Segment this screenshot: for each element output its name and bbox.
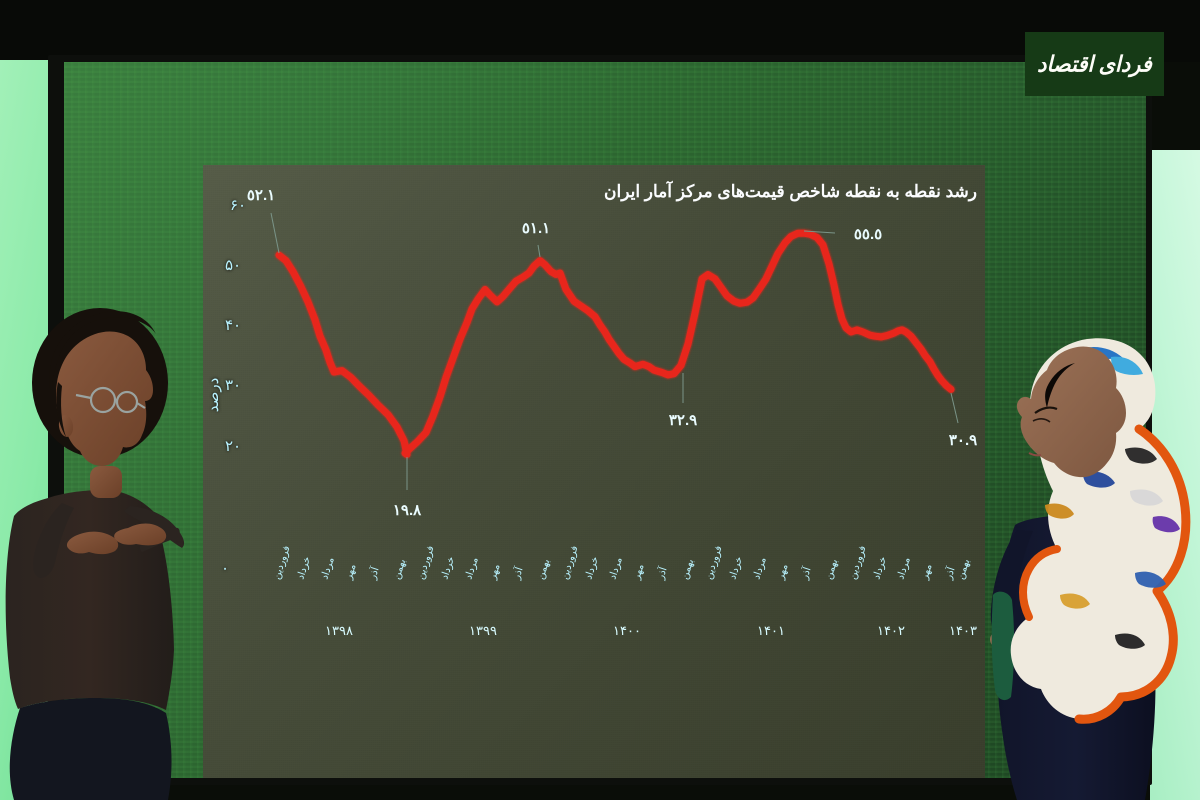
svg-text:فروردین: فروردین [415,544,436,581]
svg-text:آذر: آذر [797,564,814,582]
svg-text:٣٠.٩: ٣٠.٩ [949,432,977,449]
svg-text:۴۰: ۴۰ [225,317,241,334]
svg-text:بهمن: بهمن [955,558,972,581]
svg-text:مرداد: مرداد [751,556,768,581]
svg-text:رشد نقطه به نقطه شاخص قیمت‌های: رشد نقطه به نقطه شاخص قیمت‌های مرکز آمار… [604,180,977,202]
svg-text:فروردین: فروردین [271,544,292,581]
svg-text:۱۴۰۲: ۱۴۰۲ [877,623,905,638]
svg-text:۱۴۰۰: ۱۴۰۰ [613,623,641,638]
svg-text:مرداد: مرداد [895,556,912,581]
svg-text:خرداد: خرداد [727,555,745,581]
svg-text:آذر: آذر [653,564,670,582]
svg-text:مهر: مهر [919,563,935,582]
svg-text:۱۳۹۹: ۱۳۹۹ [469,623,497,638]
svg-text:فروردین: فروردین [559,544,580,581]
svg-text:٣٢.٩: ٣٢.٩ [669,412,697,429]
svg-text:۳۰: ۳۰ [225,377,241,394]
svg-text:۱۴۰۱: ۱۴۰۱ [757,623,785,638]
svg-text:آذر: آذر [941,564,958,582]
svg-text:۰: ۰ [221,560,229,577]
svg-text:بهمن: بهمن [391,558,408,581]
svg-text:فروردین: فروردین [703,544,724,581]
svg-text:۶۰: ۶۰ [230,197,246,214]
svg-text:۵۰: ۵۰ [225,257,241,274]
svg-text:فروردین: فروردین [847,544,868,581]
svg-text:۱۳۹۸: ۱۳۹۸ [325,623,353,638]
svg-text:١٩.٨: ١٩.٨ [393,502,422,519]
svg-text:درصد: درصد [205,378,222,413]
svg-text:خرداد: خرداد [871,555,889,581]
svg-text:خرداد: خرداد [583,555,601,581]
svg-text:۲۰: ۲۰ [225,438,241,455]
svg-text:مهر: مهر [487,563,503,582]
svg-text:٥٥.٥: ٥٥.٥ [854,226,882,243]
svg-text:خرداد: خرداد [295,555,313,581]
svg-text:آذر: آذر [509,564,526,582]
svg-text:آذر: آذر [365,564,382,582]
svg-text:مرداد: مرداد [319,556,336,581]
svg-text:مهر: مهر [775,563,791,582]
svg-text:بهمن: بهمن [679,558,696,581]
svg-text:بهمن: بهمن [823,558,840,581]
svg-text:مرداد: مرداد [607,556,624,581]
svg-text:مهر: مهر [631,563,647,582]
svg-text:بهمن: بهمن [535,558,552,581]
svg-text:۱۴۰۳: ۱۴۰۳ [949,623,977,638]
svg-text:٥٢.١: ٥٢.١ [247,187,275,204]
svg-text:مرداد: مرداد [463,556,480,581]
svg-text:خرداد: خرداد [439,555,457,581]
svg-text:مهر: مهر [343,563,359,582]
svg-text:٥١.١: ٥١.١ [522,220,550,237]
